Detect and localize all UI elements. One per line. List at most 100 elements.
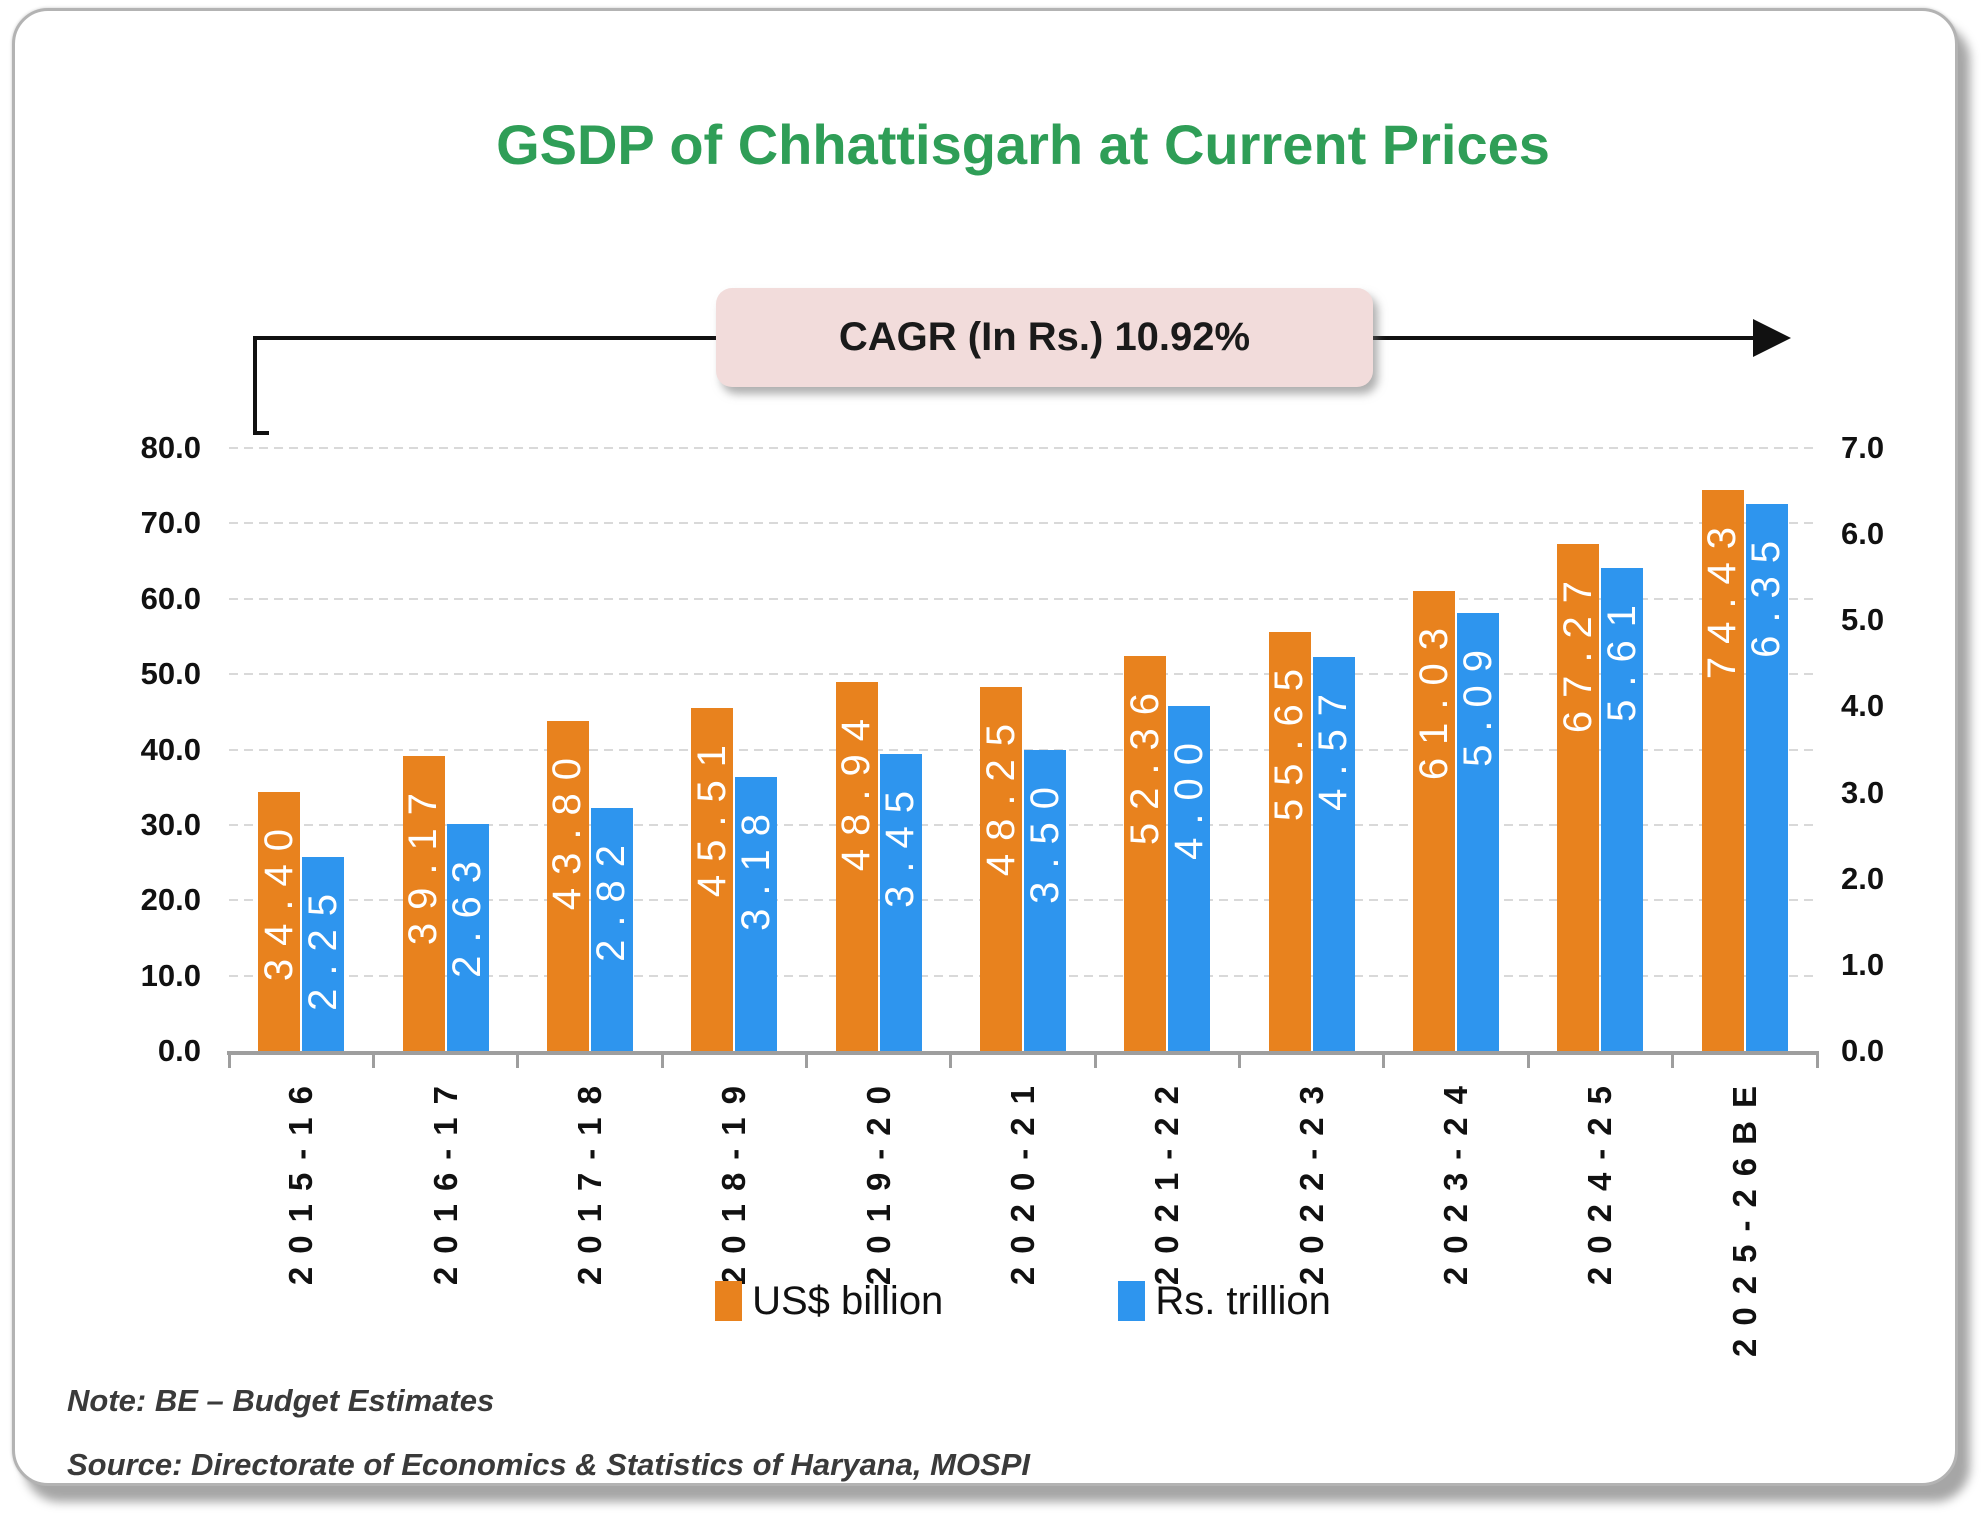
bar-us-billion — [691, 707, 734, 1051]
x-axis-tick — [949, 1055, 953, 1068]
gridline — [229, 823, 1817, 826]
x-axis-category-label: 2022-23 — [1292, 1073, 1330, 1286]
bar-value-label: 48.94 — [834, 706, 879, 872]
y-axis-label-right: 0.0 — [1841, 1033, 1885, 1068]
bar-value-label-wrap: 6.35 — [1744, 528, 1788, 658]
bar-value-label-wrap: 39.17 — [401, 779, 446, 945]
bar-value-label: 43.80 — [545, 744, 590, 910]
bar-rs-trillion — [1745, 503, 1788, 1051]
legend-swatch-blue — [1118, 1281, 1146, 1321]
bar-rs-trillion — [590, 808, 633, 1051]
bar-value-label-wrap: 3.18 — [733, 801, 778, 931]
cagr-arrow-foot — [253, 431, 269, 435]
x-axis-tick — [804, 1055, 808, 1068]
x-axis-category-label-wrap: 2024-25 — [1570, 1073, 1630, 1285]
bar-value-label-wrap: 3.50 — [1023, 774, 1067, 904]
bar-value-label: 45.51 — [689, 731, 734, 898]
bar-value-label: 2.25 — [300, 881, 345, 1012]
x-axis-category-label: 2020-21 — [1004, 1073, 1041, 1286]
bar-value-label-wrap: 2.63 — [445, 848, 489, 978]
bar-us-billion — [1268, 631, 1311, 1051]
y-axis-label-right: 5.0 — [1841, 602, 1885, 638]
bar-value-label: 48.25 — [978, 711, 1023, 877]
cagr-callout-box: CAGR (In Rs.) 10.92% — [716, 288, 1373, 387]
bar-value-label-wrap: 34.40 — [256, 815, 301, 981]
y-axis-label-right: 3.0 — [1841, 774, 1885, 810]
x-axis-line — [227, 1051, 1819, 1055]
y-axis-label-right: 2.0 — [1841, 860, 1885, 896]
legend-item-rs-trillion: Rs. trillion — [1118, 1279, 1331, 1324]
bar-value-label-wrap: 2.82 — [589, 832, 633, 962]
bar-rs-trillion — [1168, 706, 1211, 1051]
gridline — [229, 899, 1817, 902]
x-axis-category-label: 2024-25 — [1581, 1073, 1619, 1286]
gridline — [229, 974, 1817, 977]
bar-rs-trillion — [879, 753, 922, 1051]
bar-value-label: 5.09 — [1455, 636, 1500, 767]
gridline — [229, 748, 1817, 751]
gridline — [229, 522, 1817, 525]
bar-value-label-wrap: 5.61 — [1599, 591, 1644, 722]
y-axis-label-left: 30.0 — [140, 806, 201, 842]
y-axis-label-left: 10.0 — [140, 957, 201, 993]
bar-us-billion — [546, 720, 589, 1051]
chart-card: GSDP of Chhattisgarh at Current Prices C… — [12, 8, 1958, 1486]
gridline — [229, 673, 1817, 676]
x-axis-category-label-wrap: 2020-21 — [993, 1073, 1053, 1285]
bar-value-label: 74.43 — [1700, 513, 1745, 680]
y-axis-label-right: 6.0 — [1841, 516, 1885, 552]
legend: US$ billion Rs. trillion — [229, 1273, 1817, 1329]
y-axis-label-left: 0.0 — [157, 1033, 201, 1068]
bar-value-label-wrap: 55.65 — [1267, 655, 1312, 821]
bar-value-label-wrap: 61.03 — [1411, 614, 1456, 781]
x-axis-tick — [1093, 1055, 1097, 1068]
x-axis-category-label-wrap: 2022-23 — [1282, 1073, 1342, 1285]
x-axis-category-label-wrap: 2016-17 — [416, 1073, 476, 1285]
gridline — [229, 447, 1817, 449]
bar-value-label-wrap: 74.43 — [1700, 513, 1745, 680]
y-axis-label-left: 70.0 — [140, 505, 201, 541]
y-axis-label-right: 4.0 — [1841, 688, 1885, 724]
cagr-arrow-head-icon — [1753, 319, 1791, 357]
y-axis-label-left: 40.0 — [140, 731, 201, 767]
x-axis-tick — [227, 1055, 231, 1068]
bar-rs-trillion — [1601, 567, 1644, 1051]
x-axis-category-label: 2015-16 — [282, 1073, 320, 1286]
bar-value-label: 61.03 — [1411, 614, 1456, 781]
legend-label: US$ billion — [752, 1278, 944, 1323]
bar-rs-trillion — [302, 857, 345, 1051]
x-axis-tick — [371, 1055, 375, 1068]
bar-us-billion — [1557, 543, 1600, 1051]
x-axis-category-label: 2018-19 — [715, 1073, 753, 1286]
y-axis-label-left: 20.0 — [140, 882, 201, 918]
bar-us-billion — [1124, 656, 1167, 1051]
bar-value-label: 3.45 — [878, 777, 923, 908]
x-axis-category-label: 2017-18 — [570, 1073, 608, 1286]
bar-value-label: 34.40 — [256, 815, 301, 981]
bar-value-label: 55.65 — [1267, 655, 1312, 821]
bar-rs-trillion — [735, 777, 778, 1051]
x-axis-tick — [1526, 1055, 1530, 1068]
bar-value-label: 67.27 — [1555, 567, 1600, 734]
x-axis-category-label: 2023-24 — [1437, 1073, 1475, 1286]
x-axis-tick — [1382, 1055, 1386, 1068]
bar-value-label: 4.57 — [1311, 681, 1356, 812]
x-axis-tick — [1671, 1055, 1675, 1068]
bar-value-label-wrap: 3.45 — [878, 777, 923, 908]
bar-value-label-wrap: 52.36 — [1123, 680, 1167, 845]
x-axis-category-label: 2021-22 — [1148, 1073, 1186, 1286]
bar-value-label-wrap: 67.27 — [1555, 567, 1600, 734]
x-axis-category-label-wrap: 2018-19 — [704, 1073, 764, 1285]
bar-value-label-wrap: 48.94 — [834, 706, 879, 872]
bar-value-label: 3.18 — [733, 801, 778, 931]
legend-label: Rs. trillion — [1155, 1278, 1331, 1323]
bar-value-label: 5.61 — [1599, 591, 1644, 722]
x-axis-category-label-wrap: 2023-24 — [1426, 1073, 1486, 1285]
y-axis-label-left: 80.0 — [140, 430, 201, 465]
bar-value-label: 39.17 — [401, 779, 446, 945]
x-axis-tick — [1238, 1055, 1242, 1068]
bar-rs-trillion — [1024, 749, 1066, 1051]
gridline — [229, 597, 1817, 600]
bar-us-billion — [835, 682, 878, 1051]
